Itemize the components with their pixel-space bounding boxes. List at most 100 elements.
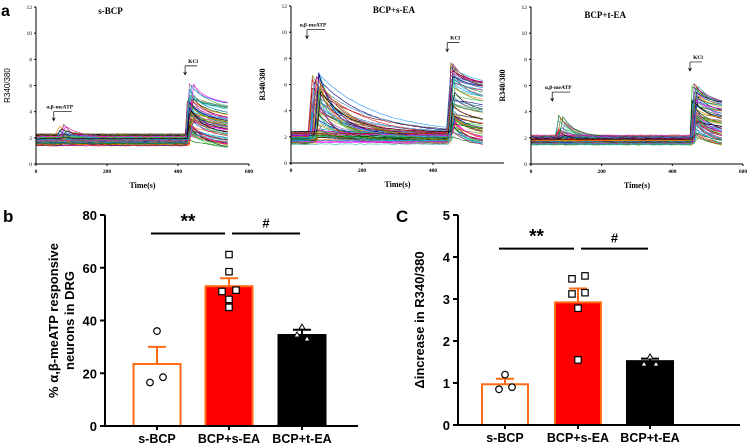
y-tick-label: 0 [524, 162, 527, 168]
data-point-square [225, 303, 233, 312]
significance-label: # [262, 215, 270, 230]
kcl-arrow-icon [183, 65, 198, 76]
x-tick-label: s-BCP [486, 431, 524, 445]
data-point-circle [495, 385, 503, 394]
panel-title: BCP+t-EA [584, 10, 626, 20]
atp-arrow-icon [305, 29, 325, 40]
y-tick-label: 2 [524, 136, 527, 142]
x-tick-label: 0 [35, 169, 38, 175]
data-point-square [225, 295, 233, 304]
kcl-label: KCl [450, 36, 460, 42]
y-tick-label: 12 [522, 5, 528, 11]
data-point-circle [508, 383, 516, 392]
data-point-triangle [293, 331, 301, 338]
atp-label: α,β-meATP [46, 105, 73, 111]
y-tick-label: 0 [284, 161, 287, 167]
atp-label: α,β-meATP [300, 23, 327, 29]
x-tick-label: BCP+s-EA [547, 431, 609, 445]
x-tick-label: 600 [739, 169, 748, 175]
significance-label: ** [181, 211, 196, 232]
x-tick-label: 0 [290, 168, 293, 174]
data-point-square [581, 272, 589, 280]
y-axis-label: % α,β-meATP responsiveneurons in DRG [46, 243, 77, 398]
data-point-square [225, 267, 233, 276]
y-tick-label: 80 [83, 208, 97, 223]
data-point-triangle [298, 323, 306, 330]
y-tick-label: 40 [83, 314, 97, 329]
y-axis-label: Δincrease in R340/380 [412, 251, 427, 388]
y-tick-label: 0 [90, 419, 97, 434]
y-tick-label: 4 [29, 110, 32, 116]
y-tick-label: 8 [29, 57, 32, 63]
calcium-trace [35, 126, 228, 145]
x-tick-label: 0 [530, 169, 533, 175]
data-point-square [568, 290, 576, 298]
trace-panel-1: 0 2 4 6 8 10 12 0 200 400 600 Time(s) R340/380 s-BCP α… [3, 5, 253, 190]
panel-label-C: C [396, 207, 408, 226]
bar [626, 360, 674, 427]
trace-panel-3: 0 2 4 6 8 10 12 0 200 400 600 Time(s) R340/380 BCP+t-… [498, 5, 747, 190]
y-tick-label: 2 [284, 135, 287, 141]
data-point-square [574, 356, 582, 364]
x-tick-label: BCP+t-EA [272, 432, 331, 446]
y-tick-label: 10 [522, 31, 528, 37]
significance-label: # [611, 231, 619, 246]
data-point-triangle [652, 360, 660, 367]
data-point-square [232, 286, 240, 294]
atp-label: α,β-meATP [545, 85, 572, 91]
x-axis-label: Time(s) [129, 181, 155, 190]
calcium-trace [290, 83, 483, 144]
calcium-trace [290, 70, 483, 134]
y-tick-label: 4 [443, 250, 451, 265]
x-tick-label: s-BCP [138, 432, 176, 446]
calcium-trace [530, 134, 722, 145]
kcl-arrow-icon [445, 42, 460, 53]
calcium-trace [35, 127, 228, 142]
panel-title: s-BCP [98, 6, 123, 16]
data-point-circle [153, 327, 161, 335]
error-bar [220, 277, 238, 287]
calcium-trace [290, 78, 483, 142]
atp-arrow-icon [51, 111, 72, 122]
x-tick-label: 600 [245, 169, 254, 175]
data-point-circle [159, 373, 167, 382]
significance-label: ** [529, 227, 544, 248]
y-tick-label: 2 [29, 136, 32, 142]
y-tick-label: 2 [443, 334, 450, 349]
y-axis-label: R340/380 [258, 69, 267, 101]
calcium-trace [36, 136, 228, 147]
trace-panel-2: 0 2 4 6 8 10 12 0 200 400 Time(s) R340/380 BCP+s-EA α… [258, 4, 504, 189]
y-axis-label: R340/380 [498, 70, 507, 102]
data-point-square [581, 288, 589, 297]
y-tick-label: 12 [27, 5, 33, 11]
x-tick-label: 200 [103, 169, 112, 175]
calcium-trace [290, 74, 483, 136]
y-tick-label: 8 [524, 57, 527, 63]
data-point-square [225, 250, 233, 259]
y-axis-label: R340/380 [3, 68, 12, 103]
kcl-label: KCl [188, 59, 198, 65]
calcium-trace [35, 132, 228, 144]
y-tick-label: 6 [524, 84, 527, 90]
y-axis-label-line: neurons in DRG [62, 271, 77, 370]
data-point-square [218, 287, 226, 296]
calcium-trace [290, 71, 483, 137]
y-tick-label: 6 [29, 84, 32, 90]
y-tick-label: 3 [443, 292, 450, 307]
calcium-trace [530, 113, 722, 138]
y-tick-label: 8 [284, 56, 287, 62]
y-tick-label: 4 [284, 109, 287, 115]
calcium-trace [290, 94, 483, 145]
data-point-square [568, 275, 576, 283]
calcium-trace [36, 110, 228, 140]
atp-arrow-icon [550, 91, 571, 102]
x-tick-label: 400 [429, 168, 438, 174]
bar [481, 383, 529, 427]
x-tick-label: BCP+s-EA [198, 432, 260, 446]
data-point-triangle [640, 360, 648, 367]
data-point-triangle [646, 352, 654, 360]
calcium-trace [35, 85, 228, 136]
error-bar [293, 328, 311, 336]
calcium-trace [36, 125, 228, 146]
